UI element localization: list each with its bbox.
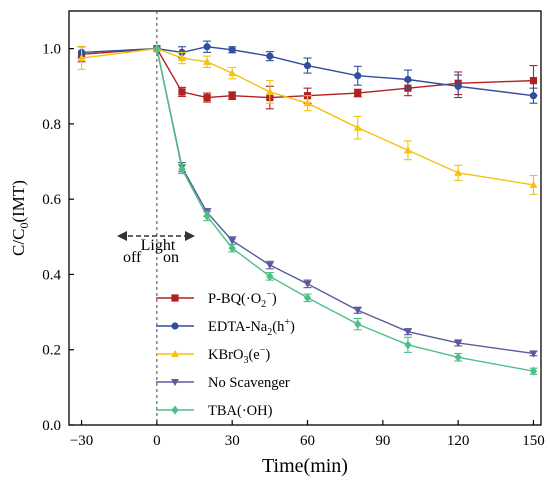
plot-frame [68, 10, 542, 426]
data-point-marker [354, 89, 362, 97]
annotation-light: Light [141, 237, 176, 254]
data-point-marker [266, 52, 274, 60]
data-point-marker [178, 53, 186, 62]
legend-item: P-BQ(·O2−) [156, 289, 277, 310]
legend-label: TBA(·OH) [208, 403, 273, 419]
data-point-marker [203, 43, 211, 51]
x-tick-label: 120 [447, 433, 470, 449]
data-point-marker [454, 352, 462, 362]
data-point-marker [529, 77, 538, 85]
series-4 [152, 45, 538, 358]
x-tick-label: 30 [225, 433, 240, 449]
data-point-marker [303, 61, 312, 70]
data-point-marker [529, 180, 538, 188]
data-point-marker [403, 146, 412, 154]
x-tick-label: 90 [375, 433, 390, 449]
y-axis-title-tail: (IMT) [9, 180, 28, 222]
data-point-marker [203, 211, 211, 221]
data-point-marker [303, 99, 312, 107]
y-tick-label: 0.0 [42, 418, 61, 434]
legend-item: No Scavenger [156, 375, 290, 391]
data-point-marker [171, 349, 179, 358]
data-point-marker [529, 350, 538, 358]
x-tick-label: −30 [70, 433, 93, 449]
y-tick-label: 1.0 [42, 42, 61, 58]
data-point-marker [178, 164, 186, 174]
data-point-marker [228, 92, 236, 100]
series-line [156, 48, 534, 355]
data-point-marker [228, 46, 236, 54]
legend-label: KBrO3(e−) [208, 345, 270, 366]
data-point-marker [303, 280, 312, 289]
series-5 [153, 44, 538, 376]
data-point-marker [454, 168, 463, 176]
legend-label: P-BQ(·O2−) [208, 289, 277, 310]
data-point-marker [353, 123, 362, 131]
legend: P-BQ(·O2−) EDTA-Na2(h+) KBrO3(e−) No Scaven… [156, 289, 295, 419]
legend-item: EDTA-Na2(h+) [156, 317, 295, 338]
legend-item: KBrO3(e−) [156, 345, 270, 366]
data-point-marker [171, 378, 179, 387]
y-tick-label: 0.4 [42, 267, 61, 283]
legend-item: TBA(·OH) [156, 403, 273, 419]
y-axis-title-sub: 0 [17, 223, 31, 229]
data-point-marker [203, 57, 212, 65]
axis-ticks: −30 0 30 60 90 120 150 0.0 0.2 0.4 0.6 0.8 1.0 [42, 42, 544, 449]
legend-label: EDTA-Na2(h+) [208, 317, 295, 338]
data-point-marker [171, 294, 179, 302]
data-point-marker [529, 366, 538, 376]
data-point-marker [404, 340, 412, 350]
x-tick-label: 60 [300, 433, 315, 449]
x-axis-title: Time(min) [262, 455, 348, 477]
legend-label: No Scavenger [208, 375, 290, 391]
annotation-arrow-left-head [117, 231, 127, 241]
data-point-marker [153, 44, 161, 54]
data-point-marker [354, 72, 362, 80]
data-point-marker [404, 75, 412, 84]
data-point-marker [171, 405, 179, 415]
data-point-marker [265, 87, 274, 95]
data-point-marker [354, 319, 362, 329]
series-line [156, 48, 534, 372]
x-tick-label: 150 [522, 433, 545, 449]
data-point-marker [529, 92, 538, 100]
y-axis-title: C/C0(IMT) [9, 180, 31, 256]
data-point-marker [266, 271, 274, 281]
data-point-marker [228, 237, 237, 245]
data-point-marker [403, 328, 412, 336]
data-point-marker [171, 322, 179, 330]
data-point-marker [203, 93, 211, 102]
data-point-marker [454, 339, 463, 348]
annotation-arrow-right-head [185, 231, 195, 241]
data-point-marker [228, 68, 237, 77]
y-tick-label: 0.8 [42, 117, 61, 133]
y-tick-label: 0.2 [42, 343, 61, 359]
series-layer [77, 40, 538, 376]
data-point-marker [353, 307, 362, 315]
x-tick-label: 0 [153, 433, 161, 449]
data-point-marker [454, 82, 462, 90]
data-point-marker [228, 243, 236, 253]
y-axis-title-main: C/C [9, 229, 28, 256]
data-point-marker [178, 88, 186, 96]
y-tick-label: 0.6 [42, 192, 61, 208]
data-point-marker [303, 293, 312, 303]
annotation-on: on [163, 249, 179, 266]
data-point-marker [265, 261, 274, 270]
annotation-off: off [123, 249, 142, 266]
data-point-marker [77, 53, 86, 62]
